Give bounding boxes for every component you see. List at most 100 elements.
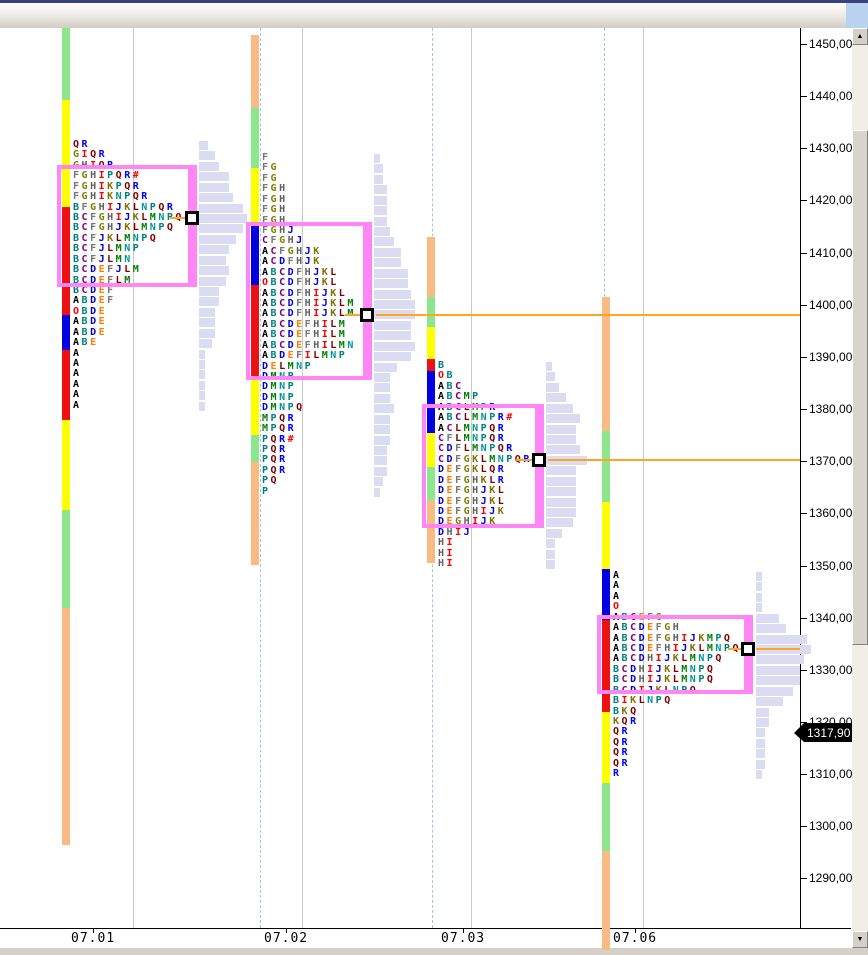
price-level-bar-salmon	[251, 35, 259, 108]
value-area-right-bar	[363, 222, 372, 380]
histogram-bar	[199, 214, 247, 223]
tpo-letter: E	[98, 275, 108, 286]
tpo-letter: E	[647, 622, 656, 633]
date-tick	[635, 928, 636, 933]
tpo-letter: A	[262, 288, 271, 299]
tpo-letter: N	[279, 402, 288, 413]
price-tag-arrow-icon	[794, 723, 804, 742]
tpo-letter: B	[270, 329, 280, 340]
tpo-letter: B	[73, 264, 82, 275]
tpo-letter: F	[262, 204, 271, 215]
poc-marker[interactable]	[360, 308, 374, 322]
price-level-bar-red	[602, 620, 610, 712]
tpo-letter: K	[689, 643, 699, 654]
tpo-letter: L	[698, 643, 707, 654]
tpo-letter: K	[489, 516, 498, 527]
histogram-bar	[374, 227, 390, 236]
poc-marker[interactable]	[532, 453, 546, 467]
tpo-letter: P	[715, 633, 724, 644]
tpo-row: DEFGKLQR	[438, 465, 506, 475]
histogram-bar	[199, 151, 215, 160]
price-level-bar-blue	[602, 569, 610, 620]
tpo-letter: H	[672, 622, 682, 633]
date-tick	[463, 928, 464, 933]
date-label: 07.06	[613, 931, 658, 946]
price-tick	[800, 253, 807, 254]
tpo-letter: B	[446, 370, 456, 381]
tpo-letter: H	[664, 643, 673, 654]
histogram-bar	[199, 370, 205, 379]
tpo-letter: N	[158, 212, 167, 223]
tpo-letter: R	[497, 464, 507, 475]
tpo-letter: C	[279, 329, 288, 340]
poc-marker[interactable]	[741, 642, 755, 656]
tpo-letter: M	[689, 653, 699, 664]
tpo-row: QR	[613, 748, 630, 758]
tpo-letter: M	[262, 413, 271, 424]
tpo-row: BCFJKLMNPQ	[73, 234, 158, 244]
tpo-letter: C	[438, 433, 447, 444]
tpo-letter: D	[90, 285, 99, 296]
histogram-bar	[374, 352, 411, 361]
tpo-letter: A	[73, 316, 82, 327]
tpo-letter: E	[296, 340, 305, 351]
price-tick-label: 1310,00	[809, 767, 853, 781]
tpo-letter: I	[313, 308, 322, 319]
histogram-bar	[199, 277, 226, 286]
tpo-row: PQR	[262, 455, 288, 465]
tpo-letter: F	[107, 285, 116, 296]
scrollbar-up-button[interactable]: ▲	[852, 28, 868, 45]
tpo-letter: H	[90, 181, 99, 192]
tpo-row: A	[73, 369, 82, 379]
tpo-letter: C	[279, 308, 288, 319]
histogram-bar	[756, 593, 762, 602]
histogram-bar	[756, 614, 779, 623]
tpo-letter: C	[270, 256, 280, 267]
tpo-row: DEFGHIJK	[438, 507, 506, 517]
histogram-bar	[374, 196, 387, 205]
tpo-letter: D	[287, 267, 297, 278]
tpo-letter: F	[287, 256, 297, 267]
tpo-letter: I	[446, 537, 456, 548]
tpo-row: BCFJLMNP	[73, 244, 141, 254]
histogram-bar	[546, 425, 576, 434]
tpo-letter: N	[698, 653, 707, 664]
price-level-bar-salmon	[427, 500, 435, 563]
tpo-letter: L	[463, 412, 473, 423]
tpo-letter: B	[81, 295, 91, 306]
tpo-letter: Q	[270, 465, 280, 476]
tpo-row: ABCDFHIJKLM	[262, 299, 356, 309]
scrollbar-thumb[interactable]	[852, 130, 868, 645]
vertical-scrollbar[interactable]: ▲ ▼	[852, 28, 868, 948]
tpo-letter: I	[472, 516, 481, 527]
tpo-letter: A	[262, 298, 271, 309]
tpo-letter: J	[98, 233, 108, 244]
tpo-letter: J	[480, 516, 490, 527]
scrollbar-down-button[interactable]: ▼	[852, 931, 868, 948]
histogram-bar	[756, 687, 793, 696]
tpo-letter: H	[279, 204, 288, 215]
tpo-letter: I	[621, 695, 631, 706]
tpo-letter: #	[132, 170, 142, 181]
tpo-letter: C	[279, 267, 288, 278]
tpo-letter: I	[313, 298, 322, 309]
tpo-letter: B	[270, 319, 280, 330]
tpo-letter: A	[438, 412, 447, 423]
tpo-letter: R	[279, 444, 288, 455]
tpo-letter: C	[270, 246, 280, 257]
tpo-row: FG	[262, 174, 279, 184]
tpo-letter: B	[270, 340, 280, 351]
tpo-letter: I	[98, 170, 108, 181]
tpo-letter: N	[472, 423, 481, 434]
tpo-row: BCFJLMN	[73, 255, 133, 265]
tpo-letter: P	[270, 423, 280, 434]
histogram-bar	[374, 373, 390, 382]
tpo-row: ABCLMNPR#	[438, 413, 515, 423]
tpo-letter: N	[689, 674, 699, 685]
tpo-letter: G	[90, 202, 99, 213]
tpo-letter: F	[262, 194, 271, 205]
poc-marker[interactable]	[185, 211, 199, 225]
tpo-letter: J	[115, 222, 125, 233]
tpo-letter: B	[613, 674, 622, 685]
tpo-letter: A	[262, 256, 271, 267]
